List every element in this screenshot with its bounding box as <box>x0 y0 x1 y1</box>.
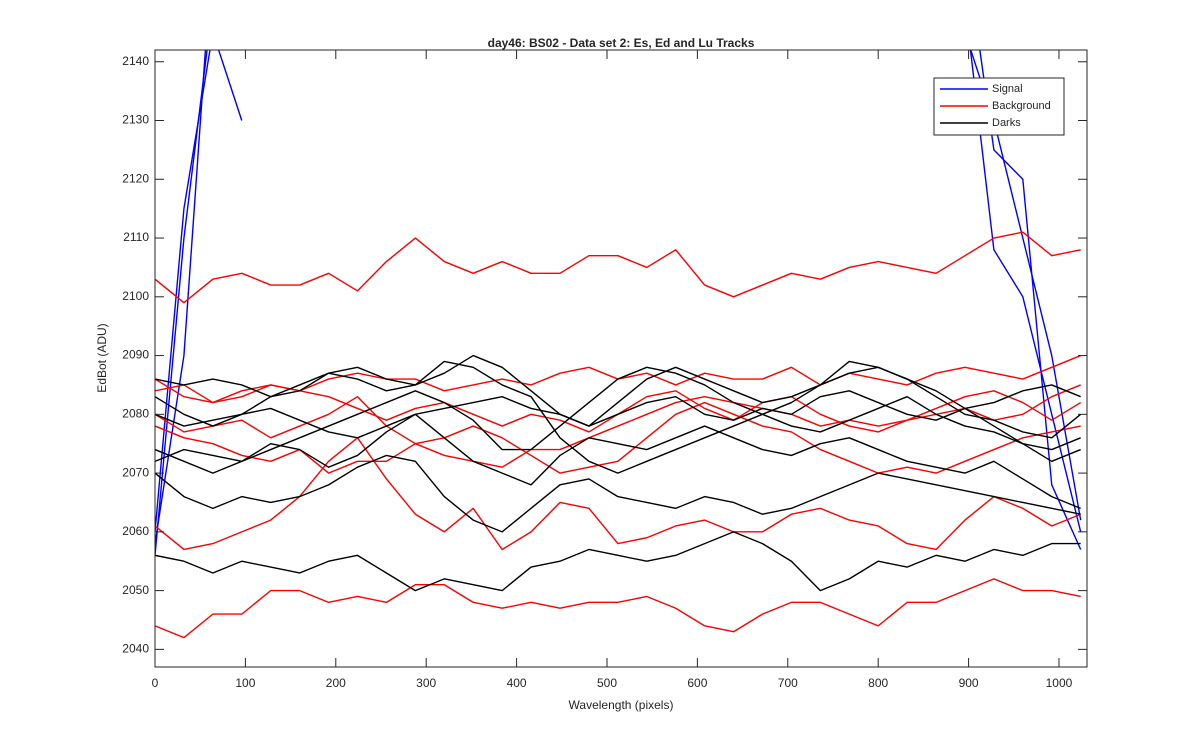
data-line <box>155 413 1081 509</box>
data-line <box>155 360 1081 474</box>
legend-label: Darks <box>992 117 1021 129</box>
y-tick-label: 2130 <box>122 113 149 127</box>
x-tick-label: 100 <box>235 676 255 690</box>
data-line <box>155 231 1081 304</box>
y-tick-label: 2040 <box>122 642 149 656</box>
plot-area <box>155 50 1082 639</box>
y-axis-label: EdBot (ADU) <box>95 323 109 392</box>
data-line <box>155 366 1081 474</box>
x-tick-label: 400 <box>507 676 527 690</box>
data-line <box>155 454 1081 533</box>
axes: 0 100 200 300 400 500 600 700 800 900 1000 2040 2050… <box>122 49 1088 690</box>
x-tick-label: 0 <box>152 676 159 690</box>
y-tick-label: 2100 <box>122 289 149 303</box>
y-tick-label: 2110 <box>123 230 149 244</box>
x-tick-label: 900 <box>959 676 979 690</box>
data-line <box>155 384 1081 439</box>
y-tick-label: 2070 <box>122 465 149 479</box>
y-tick-label: 2080 <box>122 406 149 420</box>
data-line <box>155 437 1081 551</box>
legend: Signal Background Darks <box>933 77 1065 136</box>
y-tick-label: 2140 <box>122 54 149 68</box>
x-tick-label: 500 <box>597 676 617 690</box>
axes-box <box>154 49 1088 668</box>
chart-title: day46: BS02 - Data set 2: Es, Ed and Lu … <box>488 36 755 50</box>
y-tick-label: 2060 <box>122 524 149 538</box>
x-tick-label: 300 <box>416 676 436 690</box>
legend-label: Background <box>992 100 1051 112</box>
y-tick-label: 2090 <box>122 348 149 362</box>
data-line <box>155 578 1081 639</box>
x-axis-label: Wavelength (pixels) <box>569 698 674 712</box>
legend-label: Signal <box>992 83 1023 95</box>
y-tick-label: 2050 <box>122 583 149 597</box>
x-tick-label: 200 <box>326 676 346 690</box>
data-line <box>155 390 1082 468</box>
x-tick-label: 700 <box>778 676 798 690</box>
x-tick-label: 1000 <box>1046 676 1073 690</box>
data-line <box>155 401 1081 474</box>
data-line <box>155 354 1082 439</box>
x-tick-label: 600 <box>687 676 707 690</box>
y-tick-label: 2120 <box>122 171 149 185</box>
data-line <box>155 531 1081 592</box>
x-tick-label: 800 <box>868 676 888 690</box>
